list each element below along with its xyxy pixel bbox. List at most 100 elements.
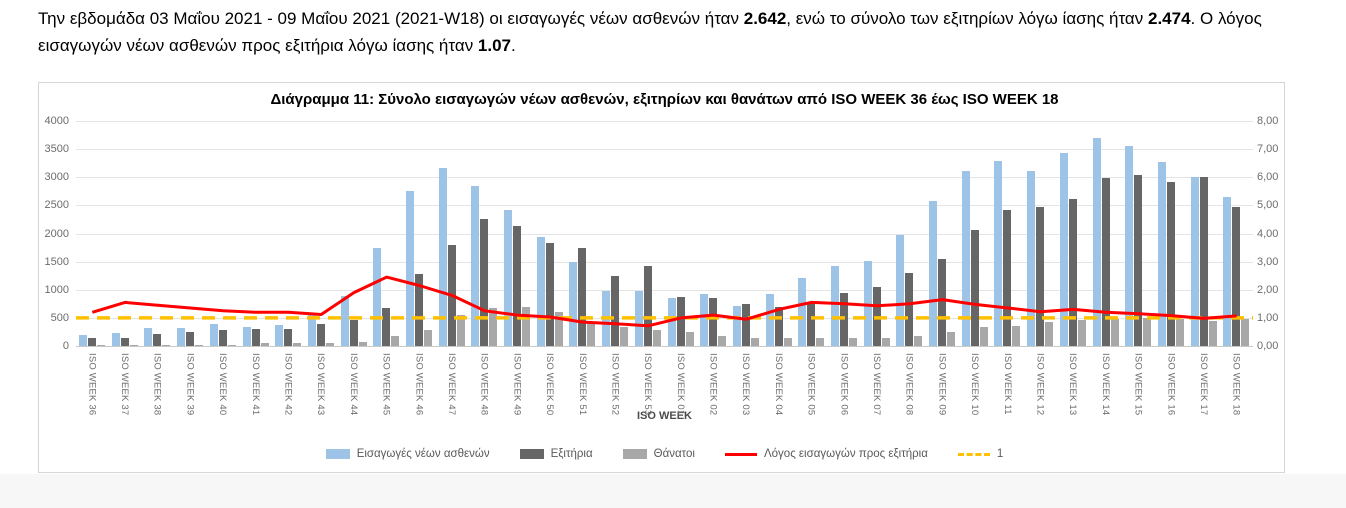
bar-deaths bbox=[129, 345, 138, 346]
bar-admissions bbox=[79, 334, 87, 347]
x-axis-title: ISO WEEK bbox=[636, 410, 692, 422]
left-axis-tick: 500 bbox=[50, 311, 69, 324]
bar-discharges bbox=[414, 273, 423, 346]
bar-discharges bbox=[1068, 199, 1077, 346]
bar-deaths bbox=[227, 344, 236, 346]
bar-deaths bbox=[260, 342, 269, 346]
x-axis-label: ISO WEEK 12 bbox=[1034, 353, 1046, 416]
bar-deaths bbox=[554, 311, 563, 346]
bar-admissions bbox=[405, 190, 414, 347]
bar-discharges bbox=[316, 323, 325, 346]
gridline bbox=[76, 261, 1253, 263]
intro-part3: . Ο λόγος εισαγωγών νέων ασθενών προς εξ… bbox=[38, 9, 1262, 55]
bar-discharges bbox=[1036, 206, 1045, 346]
left-axis-tick: 2000 bbox=[44, 227, 69, 240]
x-axis-label: ISO WEEK 14 bbox=[1099, 353, 1111, 416]
bar-deaths bbox=[293, 342, 302, 346]
bar-admissions bbox=[209, 324, 218, 346]
legend-swatch-line bbox=[724, 452, 757, 456]
line-overlay bbox=[76, 275, 1253, 328]
bar-admissions bbox=[961, 171, 970, 346]
bar-admissions bbox=[275, 324, 284, 346]
gridline bbox=[76, 177, 1253, 179]
legend-label: Λόγος εισαγωγών προς εξιτήρια bbox=[763, 448, 928, 460]
bar-deaths bbox=[1241, 319, 1250, 346]
legend-item: Εισαγωγές νέων ασθενών bbox=[325, 448, 490, 460]
bar-discharges bbox=[186, 331, 195, 346]
bar-discharges bbox=[709, 298, 718, 346]
x-axis-label: ISO WEEK 08 bbox=[903, 353, 915, 416]
bar-deaths bbox=[358, 341, 367, 346]
bar-admissions bbox=[1190, 177, 1199, 347]
bar-discharges bbox=[970, 230, 979, 346]
bar-discharges bbox=[218, 330, 227, 347]
gridline bbox=[76, 149, 1253, 151]
right-axis-tick: 4,00 bbox=[1257, 227, 1279, 240]
intro-part1: Την εβδομάδα 03 Μαΐου 2021 - 09 Μαΐου 20… bbox=[38, 9, 744, 28]
bar-admissions bbox=[536, 237, 545, 346]
bar-admissions bbox=[438, 167, 447, 346]
x-axis-label: ISO WEEK 04 bbox=[772, 353, 784, 416]
x-axis-label: ISO WEEK 53 bbox=[642, 353, 654, 416]
gridline bbox=[76, 289, 1253, 291]
bar-admissions bbox=[667, 298, 676, 346]
x-axis-label: ISO WEEK 09 bbox=[936, 353, 948, 416]
admissions-value: 2.642 bbox=[743, 9, 787, 28]
x-axis-label: ISO WEEK 03 bbox=[740, 353, 752, 416]
bar-admissions bbox=[929, 201, 938, 346]
legend-item: Εξιτήρια bbox=[519, 448, 593, 460]
bar-discharges bbox=[545, 242, 554, 346]
bar-deaths bbox=[1208, 321, 1217, 346]
bar-discharges bbox=[480, 219, 489, 346]
right-axis-tick: 3,00 bbox=[1257, 255, 1279, 268]
left-axis-tick: 4000 bbox=[44, 115, 69, 127]
left-axis-tick: 2500 bbox=[44, 199, 69, 212]
legend-label: Εξιτήρια bbox=[550, 448, 593, 460]
bar-discharges bbox=[153, 334, 162, 346]
bar-deaths bbox=[1175, 319, 1184, 346]
bar-discharges bbox=[1166, 181, 1175, 347]
x-axis-label: ISO WEEK 50 bbox=[544, 353, 556, 416]
bar-deaths bbox=[391, 335, 400, 346]
x-axis-label: ISO WEEK 17 bbox=[1198, 353, 1209, 416]
bar-admissions bbox=[569, 261, 578, 346]
bar-admissions bbox=[111, 332, 120, 346]
bar-deaths bbox=[97, 344, 105, 346]
bar-discharges bbox=[1003, 210, 1012, 346]
intro-part4: . bbox=[511, 36, 516, 55]
bar-discharges bbox=[349, 320, 358, 346]
bar-deaths bbox=[1110, 319, 1119, 346]
bar-discharges bbox=[382, 308, 391, 346]
right-axis-tick: 6,00 bbox=[1257, 171, 1279, 184]
bar-discharges bbox=[1134, 175, 1143, 346]
x-axis-label: ISO WEEK 51 bbox=[576, 353, 588, 416]
left-axis-tick: 3500 bbox=[44, 143, 69, 156]
left-axis-tick: 1500 bbox=[44, 255, 69, 268]
ratio-line bbox=[91, 275, 1237, 328]
x-axis-label: ISO WEEK 05 bbox=[805, 353, 817, 416]
bar-discharges bbox=[643, 266, 652, 346]
x-axis-label: ISO WEEK 15 bbox=[1132, 353, 1144, 416]
bar-admissions bbox=[863, 261, 872, 346]
bar-deaths bbox=[914, 335, 923, 346]
legend-item: 1 bbox=[957, 448, 1003, 460]
legend-label: Θάνατοι bbox=[653, 448, 695, 460]
bar-admissions bbox=[307, 314, 316, 346]
bar-admissions bbox=[340, 295, 349, 346]
bar-discharges bbox=[807, 303, 816, 346]
x-axis-label: ISO WEEK 41 bbox=[249, 353, 261, 416]
x-axis-label: ISO WEEK 46 bbox=[413, 353, 425, 416]
bar-admissions bbox=[634, 290, 643, 346]
bar-deaths bbox=[1143, 318, 1152, 346]
bar-admissions bbox=[504, 210, 512, 346]
legend-swatch-bar bbox=[519, 449, 544, 459]
gridline bbox=[76, 121, 1253, 122]
bar-deaths bbox=[783, 338, 792, 346]
bar-deaths bbox=[456, 314, 465, 346]
x-axis-label: ISO WEEK 48 bbox=[478, 353, 490, 416]
ratio-value: 1.07 bbox=[477, 36, 512, 55]
x-axis-label: ISO WEEK 44 bbox=[347, 353, 359, 416]
left-axis-tick: 3000 bbox=[44, 171, 69, 184]
bar-admissions bbox=[1092, 138, 1101, 346]
legend: Εισαγωγές νέων ασθενών Εξιτήρια Θάνατοι Λόγ… bbox=[76, 443, 1253, 465]
